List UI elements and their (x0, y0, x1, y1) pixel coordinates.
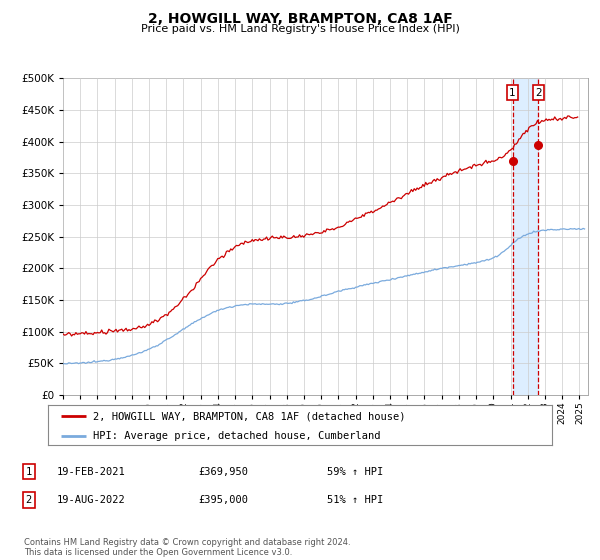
Text: 2: 2 (26, 495, 32, 505)
Text: Contains HM Land Registry data © Crown copyright and database right 2024.
This d: Contains HM Land Registry data © Crown c… (24, 538, 350, 557)
Text: £369,950: £369,950 (198, 466, 248, 477)
Text: Price paid vs. HM Land Registry's House Price Index (HPI): Price paid vs. HM Land Registry's House … (140, 24, 460, 34)
Text: 19-FEB-2021: 19-FEB-2021 (57, 466, 126, 477)
Text: 1: 1 (26, 466, 32, 477)
Text: 2: 2 (535, 87, 542, 97)
Text: 2, HOWGILL WAY, BRAMPTON, CA8 1AF: 2, HOWGILL WAY, BRAMPTON, CA8 1AF (148, 12, 452, 26)
Text: 51% ↑ HPI: 51% ↑ HPI (327, 495, 383, 505)
Text: 1: 1 (509, 87, 516, 97)
Text: 59% ↑ HPI: 59% ↑ HPI (327, 466, 383, 477)
Text: £395,000: £395,000 (198, 495, 248, 505)
Text: 19-AUG-2022: 19-AUG-2022 (57, 495, 126, 505)
Text: HPI: Average price, detached house, Cumberland: HPI: Average price, detached house, Cumb… (94, 431, 381, 441)
Text: 2, HOWGILL WAY, BRAMPTON, CA8 1AF (detached house): 2, HOWGILL WAY, BRAMPTON, CA8 1AF (detac… (94, 411, 406, 421)
Bar (512, 78, 538, 395)
